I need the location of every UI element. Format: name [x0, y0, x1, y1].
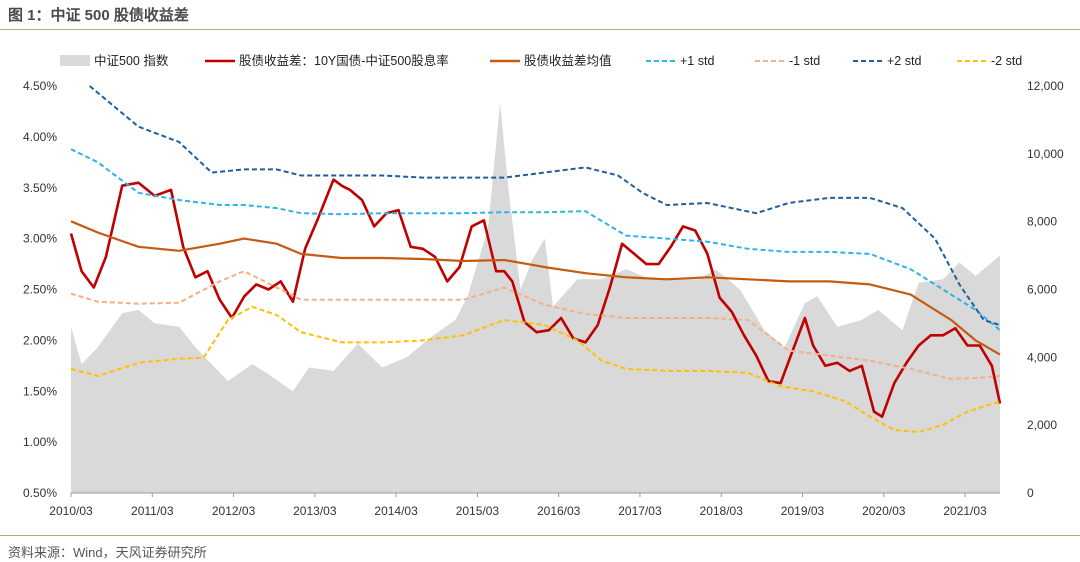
series-line-3: [70, 148, 1001, 331]
series-line-5: [89, 85, 1001, 327]
line-layer: [69, 85, 1002, 433]
legend-item-label: 股债收益差：10Y国债-中证500股息率: [239, 53, 449, 68]
y-right-tick-label: 2,000: [1027, 418, 1057, 432]
y-left-tick-label: 2.00%: [23, 333, 57, 347]
y-right-tick-label: 8,000: [1027, 215, 1057, 229]
legend-swatch: [60, 55, 90, 66]
x-tick-label: 2019/03: [781, 504, 825, 518]
legend-item-label: +1 std: [680, 54, 714, 68]
legend-item-label: -1 std: [789, 54, 820, 68]
series-area-csi500: [71, 103, 1000, 493]
x-tick-label: 2021/03: [943, 504, 987, 518]
y-right-tick-label: 0: [1027, 486, 1034, 500]
series-line-1: [69, 178, 1002, 418]
x-tick-label: 2016/03: [537, 504, 581, 518]
y-left-tick-label: 4.00%: [23, 130, 57, 144]
y-left-tick-label: 1.00%: [23, 435, 57, 449]
x-tick-label: 2018/03: [700, 504, 744, 518]
legend: 中证500 指数 股债收益差：10Y国债-中证500股息率 股债收益差均值 +1 st…: [60, 53, 1022, 68]
figure-title: 图 1：中证 500 股债收益差: [8, 7, 189, 24]
x-tick-label: 2010/03: [49, 504, 93, 518]
y-right-tick-label: 4,000: [1027, 350, 1057, 364]
series-line-6: [70, 305, 1001, 433]
top-divider: [0, 29, 1080, 30]
source-note: 资料来源：Wind，天风证券研究所: [8, 545, 207, 560]
x-tick-label: 2013/03: [293, 504, 337, 518]
y-left-tick-label: 3.50%: [23, 181, 57, 195]
area-layer: [71, 103, 1000, 493]
x-tick-label: 2012/03: [212, 504, 256, 518]
y-right-tick-label: 12,000: [1027, 79, 1064, 93]
y-left-tick-label: 4.50%: [23, 79, 57, 93]
legend-item-label: +2 std: [887, 54, 921, 68]
y-left-tick-label: 3.00%: [23, 232, 57, 246]
x-tick-label: 2020/03: [862, 504, 906, 518]
y-left-tick-label: 1.50%: [23, 384, 57, 398]
y-left-tick-label: 2.50%: [23, 283, 57, 297]
x-tick-label: 2015/03: [456, 504, 500, 518]
x-tick-label: 2011/03: [131, 504, 174, 518]
legend-item-label: 中证500 指数: [94, 53, 169, 68]
y-right-tick-label: 10,000: [1027, 147, 1064, 161]
x-tick-label: 2017/03: [618, 504, 662, 518]
legend-item-label: -2 std: [991, 54, 1022, 68]
chart: 4.50% 4.00% 3.50% 3.00% 2.50% 2.00% 1.50% 1.00%…: [23, 53, 1064, 518]
bottom-divider: [0, 535, 1080, 536]
series-line-4: [70, 270, 1001, 380]
series-line-2: [70, 220, 1001, 356]
y-left-tick-label: 0.50%: [23, 486, 57, 500]
x-tick-label: 2014/03: [374, 504, 418, 518]
legend-item-label: 股债收益差均值: [524, 53, 612, 68]
axes-layer: 4.50% 4.00% 3.50% 3.00% 2.50% 2.00% 1.50% 1.00%…: [23, 79, 1064, 518]
y-right-tick-label: 6,000: [1027, 283, 1057, 297]
